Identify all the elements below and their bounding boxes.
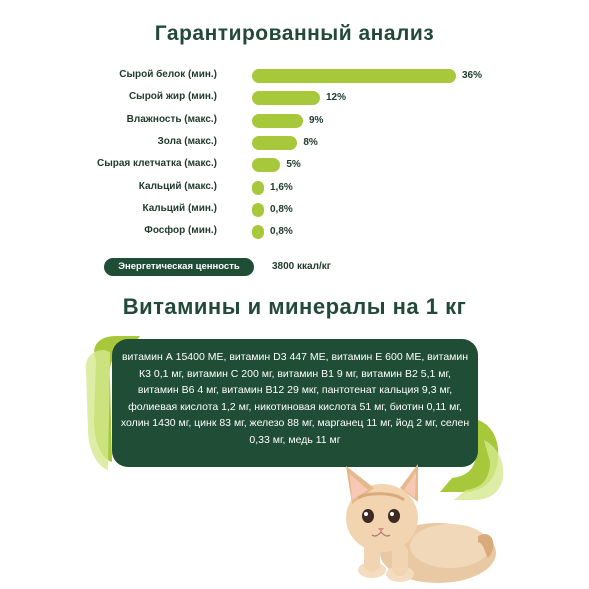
value-label: 0,8% [270, 226, 293, 238]
category-label: Сырой белок (мин.) [119, 69, 217, 80]
category-label: Кальций (мин.) [142, 202, 217, 214]
value-label: 8% [303, 136, 318, 148]
chart-row: Зола (макс.) 8% [0, 133, 589, 153]
value-label: 1,6% [270, 181, 293, 193]
energy-value: 3800 ккал/кг [272, 261, 331, 272]
value-label: 36% [462, 70, 483, 81]
bar [252, 225, 264, 240]
category-label: Сырая клетчатка (макс.) [96, 158, 217, 170]
chart-title: Гарантированный анализ [154, 22, 435, 45]
bar [252, 91, 320, 106]
chart-row: Кальций (мин.) 0,8% [0, 200, 589, 220]
bar [252, 69, 456, 83]
category-label: Влажность (макс.) [126, 113, 217, 125]
bar [252, 158, 281, 173]
chart-row: Сырая клетчатка (макс.) 5% [0, 155, 589, 175]
category-label: Зола (макс.) [157, 135, 217, 147]
bar [252, 135, 298, 150]
chart-row: Сырой белок (мин.) 36% [0, 66, 589, 86]
chart-row: Фосфор (мин.) 0,8% [0, 222, 589, 242]
bar [252, 113, 303, 128]
value-label: 12% [326, 92, 347, 104]
category-label: Кальций (макс.) [138, 180, 217, 192]
vitamins-title: Витамины и минералы на 1 кг [122, 294, 467, 319]
value-label: 9% [309, 114, 324, 126]
category-label: Фосфор (мин.) [144, 225, 217, 237]
bar [252, 202, 264, 217]
chart-row: Сырой жир (мин.) 12% [0, 88, 589, 108]
energy-label-badge: Энергетическая ценность [104, 258, 254, 276]
chart-row: Влажность (макс.) 9% [0, 111, 589, 131]
value-label: 0,8% [270, 203, 293, 215]
category-label: Сырой жир (мин.) [128, 91, 217, 103]
kitten-icon [346, 464, 496, 583]
bar [252, 180, 264, 195]
value-label: 5% [286, 159, 301, 171]
vitamins-text-box: витамин А 15400 МЕ, витамин D3 447 МЕ, в… [112, 339, 478, 467]
chart-row: Кальций (макс.) 1,6% [0, 178, 589, 198]
